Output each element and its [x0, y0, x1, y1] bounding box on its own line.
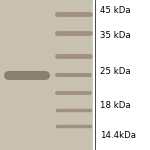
- Text: 35 kDa: 35 kDa: [100, 32, 130, 40]
- FancyBboxPatch shape: [0, 0, 93, 150]
- FancyBboxPatch shape: [93, 0, 150, 150]
- Text: 18 kDa: 18 kDa: [100, 100, 130, 109]
- Text: 45 kDa: 45 kDa: [100, 6, 130, 15]
- Text: 25 kDa: 25 kDa: [100, 68, 130, 76]
- Text: 14.4kDa: 14.4kDa: [100, 130, 136, 140]
